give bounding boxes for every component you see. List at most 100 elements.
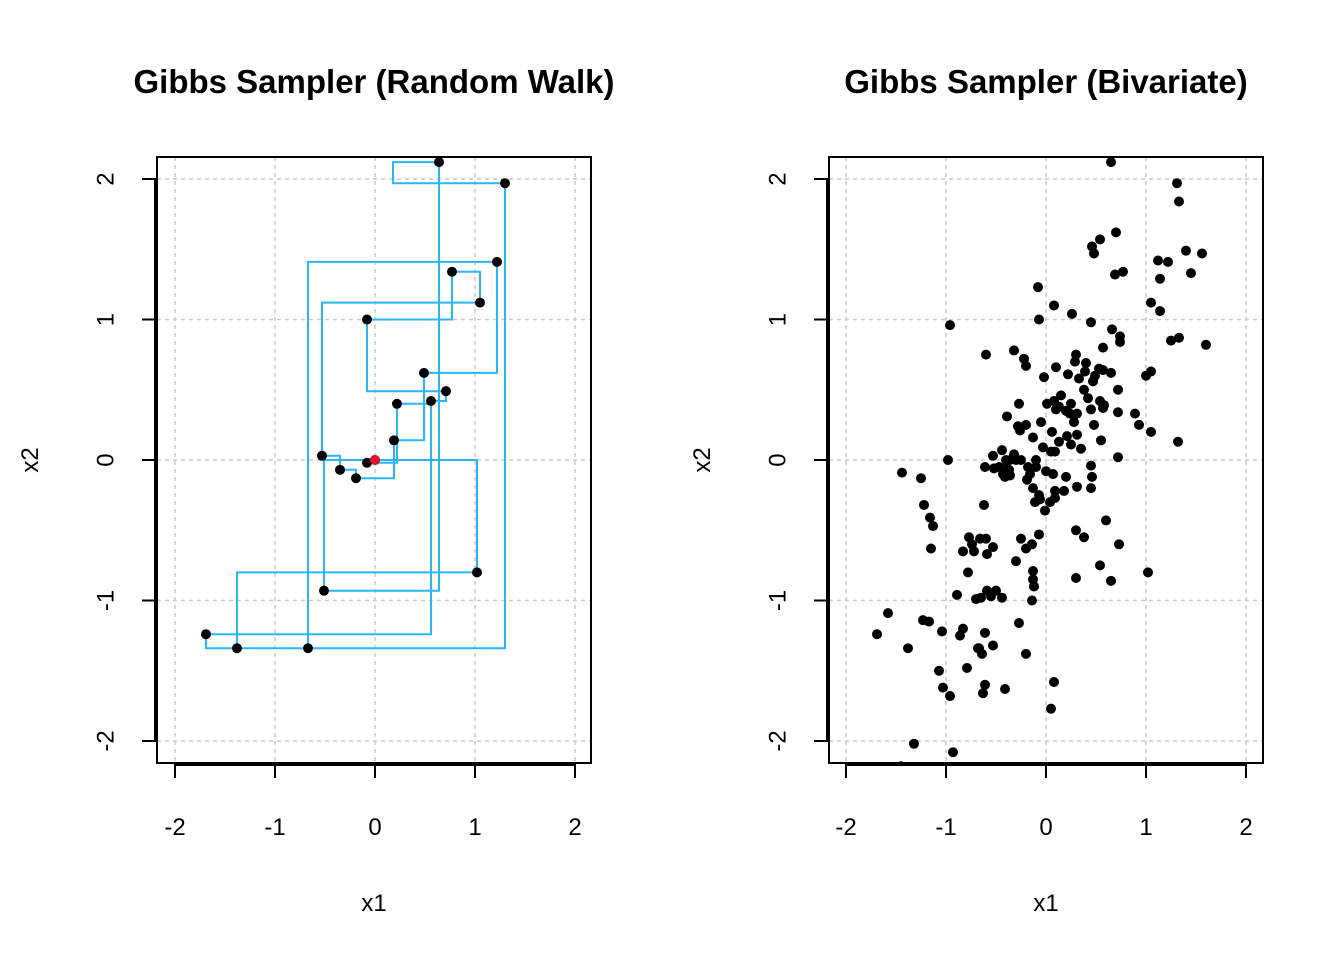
sample-point bbox=[1048, 469, 1058, 480]
sample-point bbox=[1062, 431, 1072, 442]
sample-point bbox=[986, 591, 996, 602]
sample-point bbox=[472, 567, 482, 578]
x-axis: -2 -1 0 1 2 bbox=[164, 763, 582, 841]
sample-point bbox=[1050, 446, 1060, 457]
sample-point bbox=[1015, 425, 1025, 436]
sample-point bbox=[492, 256, 502, 267]
sample-point bbox=[916, 473, 926, 484]
sample-point bbox=[1050, 492, 1060, 503]
sample-point bbox=[1113, 407, 1123, 418]
sample-point bbox=[1072, 408, 1082, 419]
sample-point bbox=[1096, 435, 1106, 446]
sample-point bbox=[1066, 398, 1076, 409]
y-tick-label: -1 bbox=[92, 590, 119, 611]
sample-point bbox=[979, 499, 989, 510]
sample-point bbox=[918, 615, 928, 626]
x-tick-label: 1 bbox=[1139, 814, 1152, 841]
sample-point bbox=[351, 473, 361, 484]
sample-point bbox=[903, 643, 913, 654]
sample-point bbox=[883, 608, 893, 619]
sample-point bbox=[500, 178, 510, 189]
sample-point bbox=[962, 662, 972, 673]
sample-point bbox=[1066, 439, 1076, 450]
sample-point bbox=[1095, 234, 1105, 245]
sample-point bbox=[1114, 539, 1124, 550]
sample-point bbox=[872, 629, 882, 640]
random-walk-panel: Gibbs Sampler (Random Walk) -2 -1 0 1 2 -2 -1… bbox=[17, 63, 615, 917]
sample-point bbox=[948, 747, 958, 758]
sample-point bbox=[1186, 268, 1196, 279]
sample-point bbox=[1033, 282, 1043, 293]
x-axis-label: x1 bbox=[1033, 890, 1058, 917]
y-tick-label: -2 bbox=[764, 730, 791, 751]
sample-point bbox=[447, 266, 457, 277]
y-tick-label: 0 bbox=[764, 453, 791, 466]
sample-point bbox=[426, 395, 436, 406]
sample-point bbox=[1029, 581, 1039, 592]
sample-point bbox=[1028, 432, 1038, 443]
sample-point bbox=[1174, 332, 1184, 343]
sample-point bbox=[997, 445, 1007, 456]
sample-point bbox=[1071, 573, 1081, 584]
sample-point bbox=[1086, 404, 1096, 415]
sample-point bbox=[1155, 273, 1165, 284]
sample-point bbox=[1146, 426, 1156, 437]
sample-point bbox=[1166, 335, 1176, 346]
sample-point bbox=[1088, 376, 1098, 387]
x-axis-label: x1 bbox=[361, 890, 386, 917]
sample-point bbox=[1021, 648, 1031, 659]
y-tick-label: 1 bbox=[92, 313, 119, 326]
y-axis-label: x2 bbox=[689, 447, 716, 472]
sample-point bbox=[988, 450, 998, 461]
sample-point bbox=[909, 738, 919, 749]
y-tick-label: 1 bbox=[764, 313, 791, 326]
sample-point bbox=[1106, 367, 1116, 378]
sample-point bbox=[988, 640, 998, 651]
sample-point bbox=[1089, 419, 1099, 430]
sample-point bbox=[1118, 266, 1128, 277]
sample-point bbox=[362, 314, 372, 325]
x-tick-label: 2 bbox=[1239, 814, 1252, 841]
sample-point bbox=[1051, 362, 1061, 373]
walk-path-layer bbox=[205, 161, 506, 650]
sample-point bbox=[926, 543, 936, 554]
sample-point bbox=[982, 549, 992, 560]
sample-point bbox=[977, 648, 987, 659]
sample-point bbox=[1067, 308, 1077, 319]
sample-point bbox=[232, 643, 242, 654]
x-tick-label: 2 bbox=[568, 814, 581, 841]
sample-point bbox=[1021, 543, 1031, 554]
sample-point bbox=[1049, 676, 1059, 687]
sample-point bbox=[1031, 455, 1041, 465]
sample-point bbox=[925, 512, 935, 523]
sample-point bbox=[1197, 248, 1207, 259]
sample-point bbox=[1086, 460, 1096, 471]
sample-point bbox=[1087, 471, 1097, 482]
x-tick-label: 0 bbox=[368, 814, 381, 841]
sample-point bbox=[1039, 372, 1049, 383]
sample-point bbox=[1113, 384, 1123, 395]
sample-point bbox=[1107, 324, 1117, 335]
sample-point bbox=[897, 467, 907, 478]
y-tick-label: -1 bbox=[764, 590, 791, 611]
sample-point bbox=[1054, 436, 1064, 447]
sample-point bbox=[997, 592, 1007, 603]
sample-point bbox=[945, 691, 955, 702]
sample-point bbox=[1034, 529, 1044, 540]
x-tick-label: -1 bbox=[264, 814, 285, 841]
sample-point bbox=[1049, 300, 1059, 311]
sample-point bbox=[1065, 408, 1075, 419]
sample-point bbox=[934, 665, 944, 676]
sample-point bbox=[1047, 426, 1057, 437]
x-tick-label: 0 bbox=[1039, 814, 1052, 841]
sample-point bbox=[1031, 462, 1041, 473]
sample-point bbox=[1113, 452, 1123, 463]
sample-point bbox=[955, 630, 965, 641]
sample-points-layer bbox=[201, 157, 510, 654]
sample-point bbox=[475, 297, 485, 308]
sample-point bbox=[963, 567, 973, 578]
x-tick-label: 1 bbox=[468, 814, 481, 841]
y-tick-label: 2 bbox=[764, 172, 791, 185]
sample-point bbox=[1050, 485, 1060, 496]
